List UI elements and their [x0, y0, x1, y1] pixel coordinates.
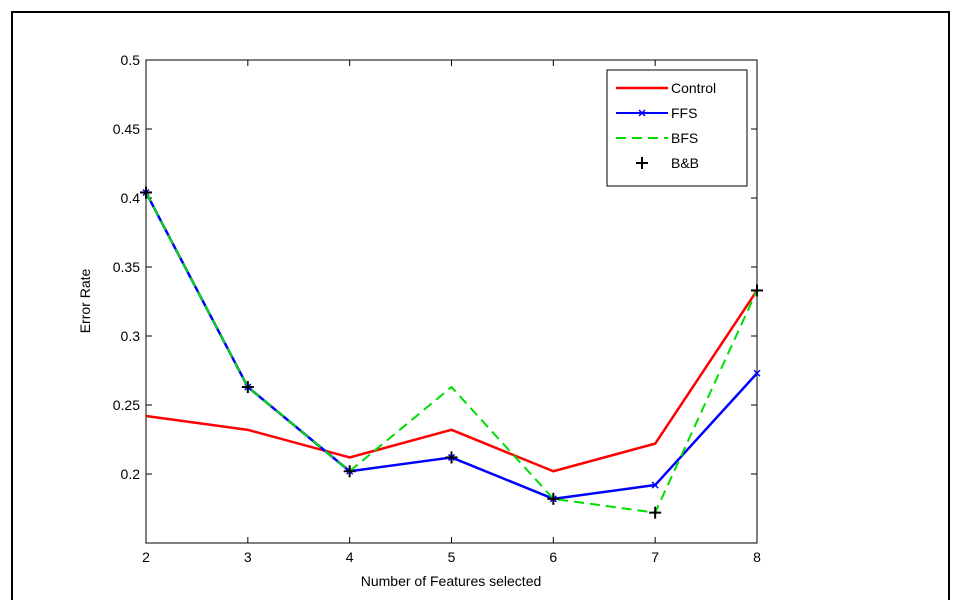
y-axis-label: Error Rate [77, 269, 93, 334]
x-tick-label: 7 [651, 549, 659, 565]
ticks-layer: 2 3 4 5 6 7 8 0.2 0.25 0.3 0.35 0.4 0.45 0.5 [113, 52, 761, 565]
y-tick-label: 0.4 [121, 190, 141, 206]
legend-label-bb: B&B [671, 155, 699, 171]
x-tick-label: 2 [142, 549, 150, 565]
data-point-b-b [649, 506, 662, 519]
y-tick-label: 0.2 [121, 466, 141, 482]
legend-label-control: Control [671, 80, 716, 96]
data-point-b-b [343, 465, 356, 478]
y-tick-label: 0.5 [121, 52, 141, 68]
legend: Control FFS BFS B&B [606, 69, 748, 187]
x-tick-label: 4 [346, 549, 354, 565]
series-layer [140, 186, 763, 519]
x-axis-label: Number of Features selected [361, 573, 542, 589]
data-point-b-b [751, 284, 763, 297]
data-point-b-b [140, 186, 152, 199]
y-tick-label: 0.25 [113, 397, 140, 413]
data-point-ffs [753, 369, 761, 377]
y-tick-label: 0.3 [121, 328, 141, 344]
legend-marker-ffs [638, 109, 646, 117]
data-point-b-b [241, 381, 254, 394]
legend-label-bfs: BFS [671, 130, 698, 146]
x-tick-label: 8 [753, 549, 761, 565]
legend-marker-bb [636, 157, 648, 169]
legend-box [606, 69, 748, 187]
data-point-ffs [651, 481, 659, 489]
series-line-control [145, 289, 759, 473]
data-point-b-b [445, 451, 458, 464]
y-tick-label: 0.45 [113, 121, 140, 137]
y-tick-label: 0.35 [113, 259, 140, 275]
x-tick-label: 3 [244, 549, 252, 565]
data-point-b-b [547, 492, 560, 505]
legend-label-ffs: FFS [671, 105, 697, 121]
x-tick-label: 5 [448, 549, 456, 565]
x-tick-label: 6 [549, 549, 557, 565]
